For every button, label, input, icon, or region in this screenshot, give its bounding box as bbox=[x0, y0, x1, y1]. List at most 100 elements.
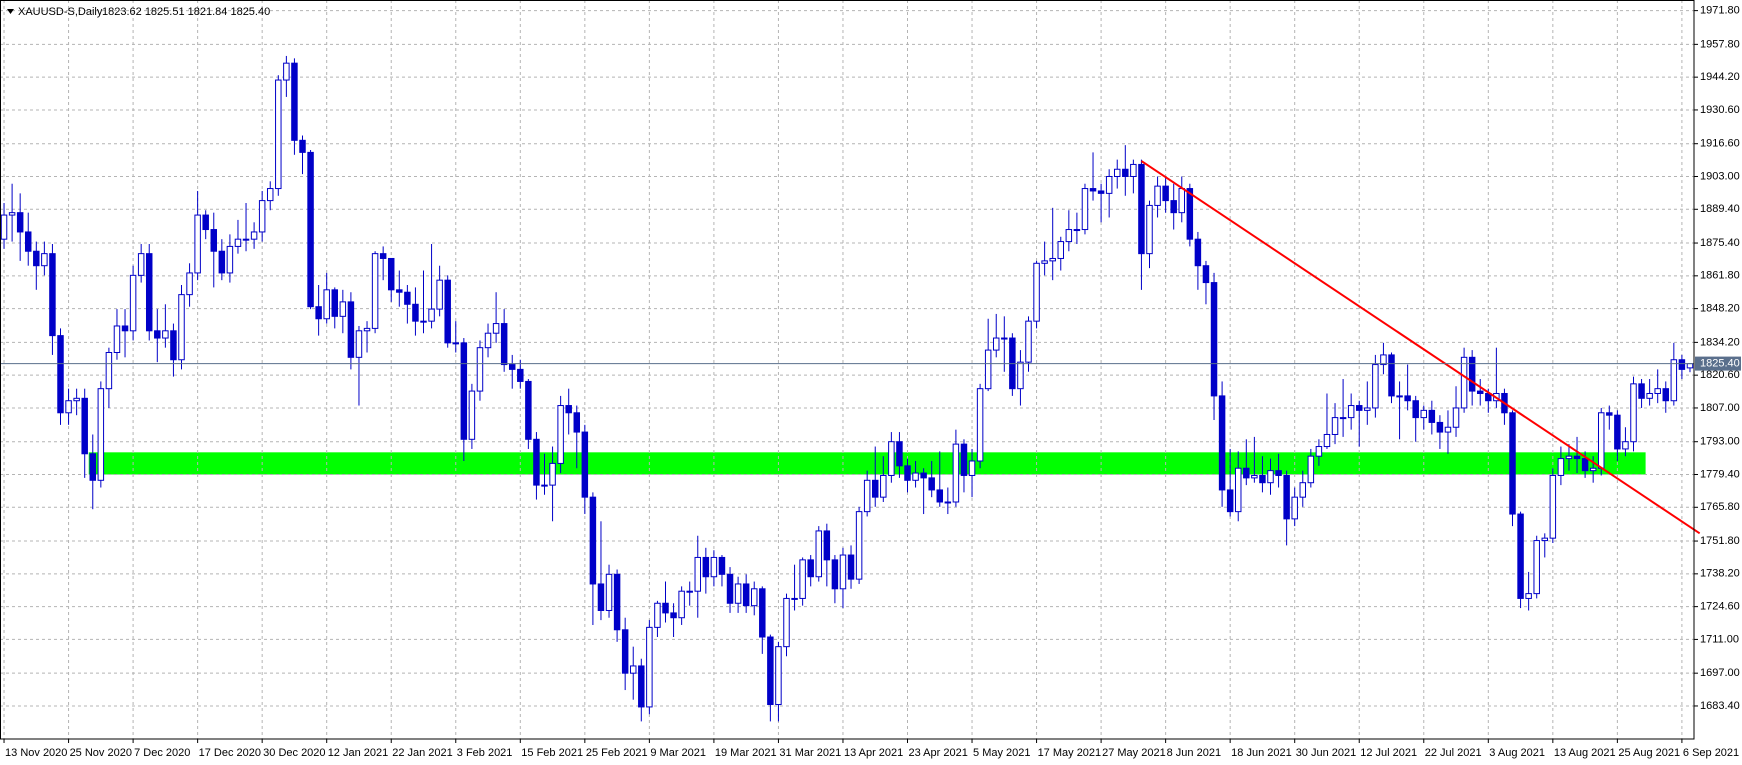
candle-body bbox=[170, 330, 177, 361]
y-tick-label: 1779.40 bbox=[1700, 468, 1740, 480]
candle-body bbox=[1630, 383, 1637, 443]
candle-body bbox=[210, 229, 218, 252]
candle-body bbox=[49, 253, 56, 337]
candle-body bbox=[1364, 407, 1371, 411]
y-tick-label: 1683.40 bbox=[1700, 700, 1740, 712]
candle-body bbox=[234, 238, 242, 247]
candle-body bbox=[952, 443, 960, 503]
candle-body bbox=[1275, 470, 1282, 476]
y-tick-label: 1944.20 bbox=[1700, 71, 1740, 83]
candle-body bbox=[1468, 356, 1476, 392]
candle-body bbox=[258, 200, 266, 233]
candle-body bbox=[799, 559, 806, 599]
candle-body bbox=[936, 489, 944, 503]
candle-body bbox=[347, 301, 355, 358]
candle-body bbox=[541, 484, 548, 487]
y-tick-label: 1861.80 bbox=[1700, 270, 1740, 282]
candle-body bbox=[105, 352, 113, 390]
candle-body bbox=[1670, 359, 1678, 402]
candle-body bbox=[1404, 395, 1411, 402]
candle-body bbox=[670, 612, 677, 619]
last-price-box bbox=[1695, 356, 1741, 371]
candle-body bbox=[1509, 412, 1516, 515]
x-tick-label: 17 Dec 2020 bbox=[199, 747, 261, 759]
x-tick-label: 3 Aug 2021 bbox=[1489, 747, 1545, 759]
support-zone bbox=[88, 452, 1646, 475]
candle-body bbox=[613, 573, 621, 631]
x-tick-label: 6 Sep 2021 bbox=[1683, 747, 1739, 759]
candle-body bbox=[1428, 409, 1436, 423]
candle-body bbox=[250, 231, 258, 240]
candle-body bbox=[1283, 474, 1290, 520]
candle-body bbox=[1331, 417, 1339, 435]
candle-body bbox=[831, 559, 839, 590]
candle-body bbox=[460, 342, 468, 440]
candle-body bbox=[420, 320, 427, 323]
candle-body bbox=[775, 646, 782, 706]
candle-body bbox=[1105, 175, 1113, 194]
candle-body bbox=[968, 460, 976, 476]
y-tick-label: 1711.00 bbox=[1700, 633, 1739, 645]
candle-body bbox=[581, 431, 589, 498]
candle-body bbox=[1654, 388, 1661, 394]
y-tick-label: 1807.00 bbox=[1700, 402, 1740, 414]
candle-body bbox=[1315, 446, 1323, 457]
candle-body bbox=[315, 306, 322, 320]
candle-body bbox=[1170, 200, 1177, 214]
candle-body bbox=[904, 465, 911, 481]
plot-frame bbox=[0, 0, 1695, 740]
y-tick-label: 1916.60 bbox=[1700, 138, 1740, 150]
candle-body bbox=[976, 388, 984, 462]
candle-body bbox=[1113, 168, 1121, 177]
candle-body bbox=[750, 588, 758, 607]
candle-body bbox=[1049, 257, 1056, 262]
candle-body bbox=[1194, 238, 1202, 267]
candle-body bbox=[678, 590, 685, 619]
candle-body bbox=[912, 472, 919, 481]
x-tick-label: 12 Jul 2021 bbox=[1360, 747, 1417, 759]
candle-body bbox=[984, 349, 992, 390]
x-tick-label: 30 Jun 2021 bbox=[1296, 747, 1357, 759]
candle-body bbox=[307, 151, 314, 308]
candle-body bbox=[1412, 400, 1419, 419]
candle-body bbox=[1420, 409, 1428, 419]
candle-body bbox=[129, 274, 137, 332]
candle-body bbox=[1025, 320, 1032, 363]
x-tick-label: 7 Dec 2020 bbox=[134, 747, 190, 759]
last-price-label: 1825.40 bbox=[1700, 357, 1740, 369]
candle-body bbox=[1436, 421, 1444, 433]
candle-body bbox=[920, 472, 927, 479]
candle-body bbox=[589, 496, 597, 585]
candle-body bbox=[1372, 364, 1379, 409]
candle-body bbox=[1226, 489, 1234, 513]
candle-body bbox=[1347, 405, 1355, 419]
overlay-layer bbox=[0, 160, 1701, 535]
menu-arrow[interactable] bbox=[7, 9, 14, 14]
candle-body bbox=[266, 188, 274, 202]
candle-body bbox=[1533, 540, 1540, 595]
candle-body bbox=[73, 397, 80, 402]
x-tick-label: 13 Apr 2021 bbox=[844, 747, 903, 759]
candle-body bbox=[1146, 204, 1153, 255]
candle-body bbox=[726, 573, 734, 604]
candle-body bbox=[1444, 426, 1452, 433]
candle-body bbox=[992, 337, 1000, 351]
candle-body bbox=[646, 626, 653, 708]
candle-body bbox=[452, 342, 460, 345]
candle-body bbox=[1130, 163, 1137, 177]
y-tick-label: 1889.40 bbox=[1700, 203, 1740, 215]
candle-body bbox=[137, 253, 145, 276]
candle-body bbox=[1178, 188, 1186, 214]
candle-body bbox=[896, 441, 903, 467]
candle-body bbox=[97, 388, 105, 481]
x-tick-label: 13 Nov 2020 bbox=[5, 747, 67, 759]
candle-body bbox=[16, 212, 24, 233]
candle-body bbox=[226, 245, 234, 274]
candle-body bbox=[1041, 260, 1048, 264]
candle-body bbox=[162, 330, 169, 339]
candle-body bbox=[1267, 470, 1274, 484]
candle-body bbox=[1662, 388, 1670, 402]
candle-body bbox=[1678, 359, 1686, 370]
